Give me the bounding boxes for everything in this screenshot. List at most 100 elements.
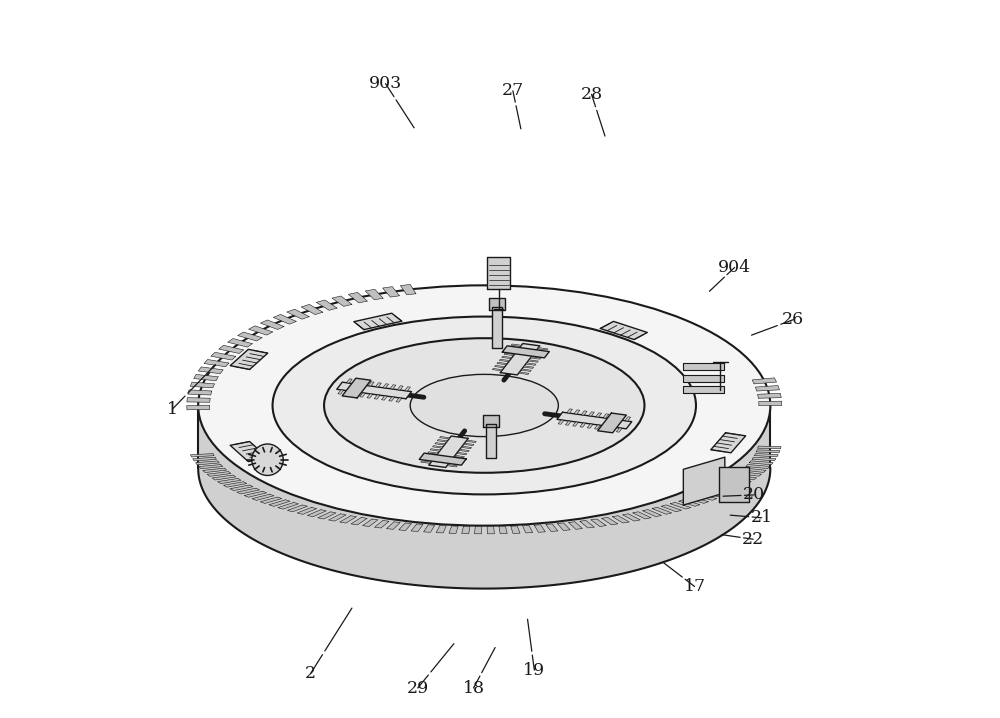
Text: 904: 904 — [718, 259, 751, 276]
Polygon shape — [249, 326, 273, 335]
Polygon shape — [307, 510, 326, 517]
Polygon shape — [196, 461, 219, 465]
Polygon shape — [594, 425, 600, 429]
Polygon shape — [528, 360, 538, 363]
Polygon shape — [683, 375, 724, 382]
Polygon shape — [758, 446, 781, 449]
Polygon shape — [483, 415, 499, 426]
Polygon shape — [361, 381, 367, 385]
Polygon shape — [716, 485, 739, 490]
Text: 26: 26 — [782, 311, 804, 328]
Polygon shape — [687, 497, 709, 503]
Polygon shape — [301, 304, 323, 314]
Polygon shape — [435, 442, 445, 445]
Polygon shape — [367, 394, 373, 398]
Polygon shape — [623, 514, 640, 521]
Polygon shape — [423, 458, 433, 460]
Polygon shape — [569, 522, 582, 529]
Polygon shape — [574, 410, 580, 414]
Text: 2: 2 — [305, 665, 316, 682]
Polygon shape — [449, 462, 460, 464]
Polygon shape — [383, 383, 389, 388]
Polygon shape — [600, 322, 647, 340]
Polygon shape — [400, 284, 416, 295]
Polygon shape — [609, 427, 615, 432]
Polygon shape — [633, 512, 651, 519]
Polygon shape — [354, 380, 360, 384]
Polygon shape — [679, 500, 700, 506]
Polygon shape — [580, 423, 586, 427]
Polygon shape — [348, 292, 367, 303]
Polygon shape — [722, 482, 745, 487]
Polygon shape — [661, 505, 681, 512]
Polygon shape — [337, 382, 412, 398]
Polygon shape — [534, 525, 545, 532]
Polygon shape — [625, 416, 631, 421]
Polygon shape — [351, 518, 367, 525]
Polygon shape — [492, 368, 503, 371]
Polygon shape — [530, 357, 541, 359]
Polygon shape — [565, 421, 571, 425]
Polygon shape — [203, 468, 227, 472]
Polygon shape — [683, 457, 725, 505]
Polygon shape — [421, 461, 431, 463]
Polygon shape — [756, 449, 780, 453]
Polygon shape — [610, 323, 643, 335]
Polygon shape — [452, 458, 462, 461]
Polygon shape — [558, 420, 564, 424]
Polygon shape — [749, 461, 773, 465]
Polygon shape — [316, 300, 337, 310]
Polygon shape — [557, 412, 632, 429]
Text: 21: 21 — [751, 509, 773, 526]
Polygon shape — [287, 505, 307, 512]
Text: 17: 17 — [683, 578, 706, 595]
Polygon shape — [297, 508, 317, 514]
Polygon shape — [728, 478, 751, 483]
Polygon shape — [278, 503, 299, 509]
Polygon shape — [581, 411, 587, 415]
Polygon shape — [260, 497, 282, 503]
Polygon shape — [461, 446, 472, 449]
Polygon shape — [411, 524, 423, 531]
Polygon shape — [194, 374, 218, 381]
Polygon shape — [603, 414, 609, 418]
Polygon shape — [187, 398, 210, 402]
Polygon shape — [475, 526, 482, 533]
Polygon shape — [618, 416, 623, 420]
Polygon shape — [352, 392, 358, 396]
Polygon shape — [610, 415, 616, 419]
Polygon shape — [252, 494, 274, 500]
Polygon shape — [342, 378, 371, 398]
Polygon shape — [424, 525, 435, 532]
Polygon shape — [230, 442, 268, 462]
Polygon shape — [580, 521, 594, 528]
Polygon shape — [237, 488, 260, 494]
Polygon shape — [538, 348, 548, 350]
Polygon shape — [752, 378, 777, 384]
Polygon shape — [462, 526, 470, 533]
Polygon shape — [746, 465, 770, 469]
Polygon shape — [759, 401, 782, 406]
Polygon shape — [557, 523, 570, 531]
Polygon shape — [390, 385, 396, 389]
Polygon shape — [365, 289, 383, 300]
Polygon shape — [425, 454, 436, 457]
Polygon shape — [198, 367, 223, 373]
Polygon shape — [396, 398, 402, 402]
Polygon shape — [287, 309, 309, 320]
Polygon shape — [602, 426, 608, 430]
Polygon shape — [223, 482, 247, 488]
Text: 19: 19 — [523, 661, 545, 679]
Polygon shape — [738, 472, 762, 476]
Polygon shape — [405, 387, 410, 391]
Polygon shape — [368, 382, 374, 386]
Polygon shape — [466, 440, 476, 442]
Polygon shape — [526, 363, 536, 365]
Polygon shape — [430, 449, 440, 451]
Polygon shape — [212, 475, 236, 480]
Polygon shape — [199, 465, 223, 469]
Polygon shape — [211, 353, 236, 360]
Polygon shape — [454, 455, 464, 458]
Polygon shape — [449, 526, 458, 533]
Text: 22: 22 — [742, 531, 764, 548]
